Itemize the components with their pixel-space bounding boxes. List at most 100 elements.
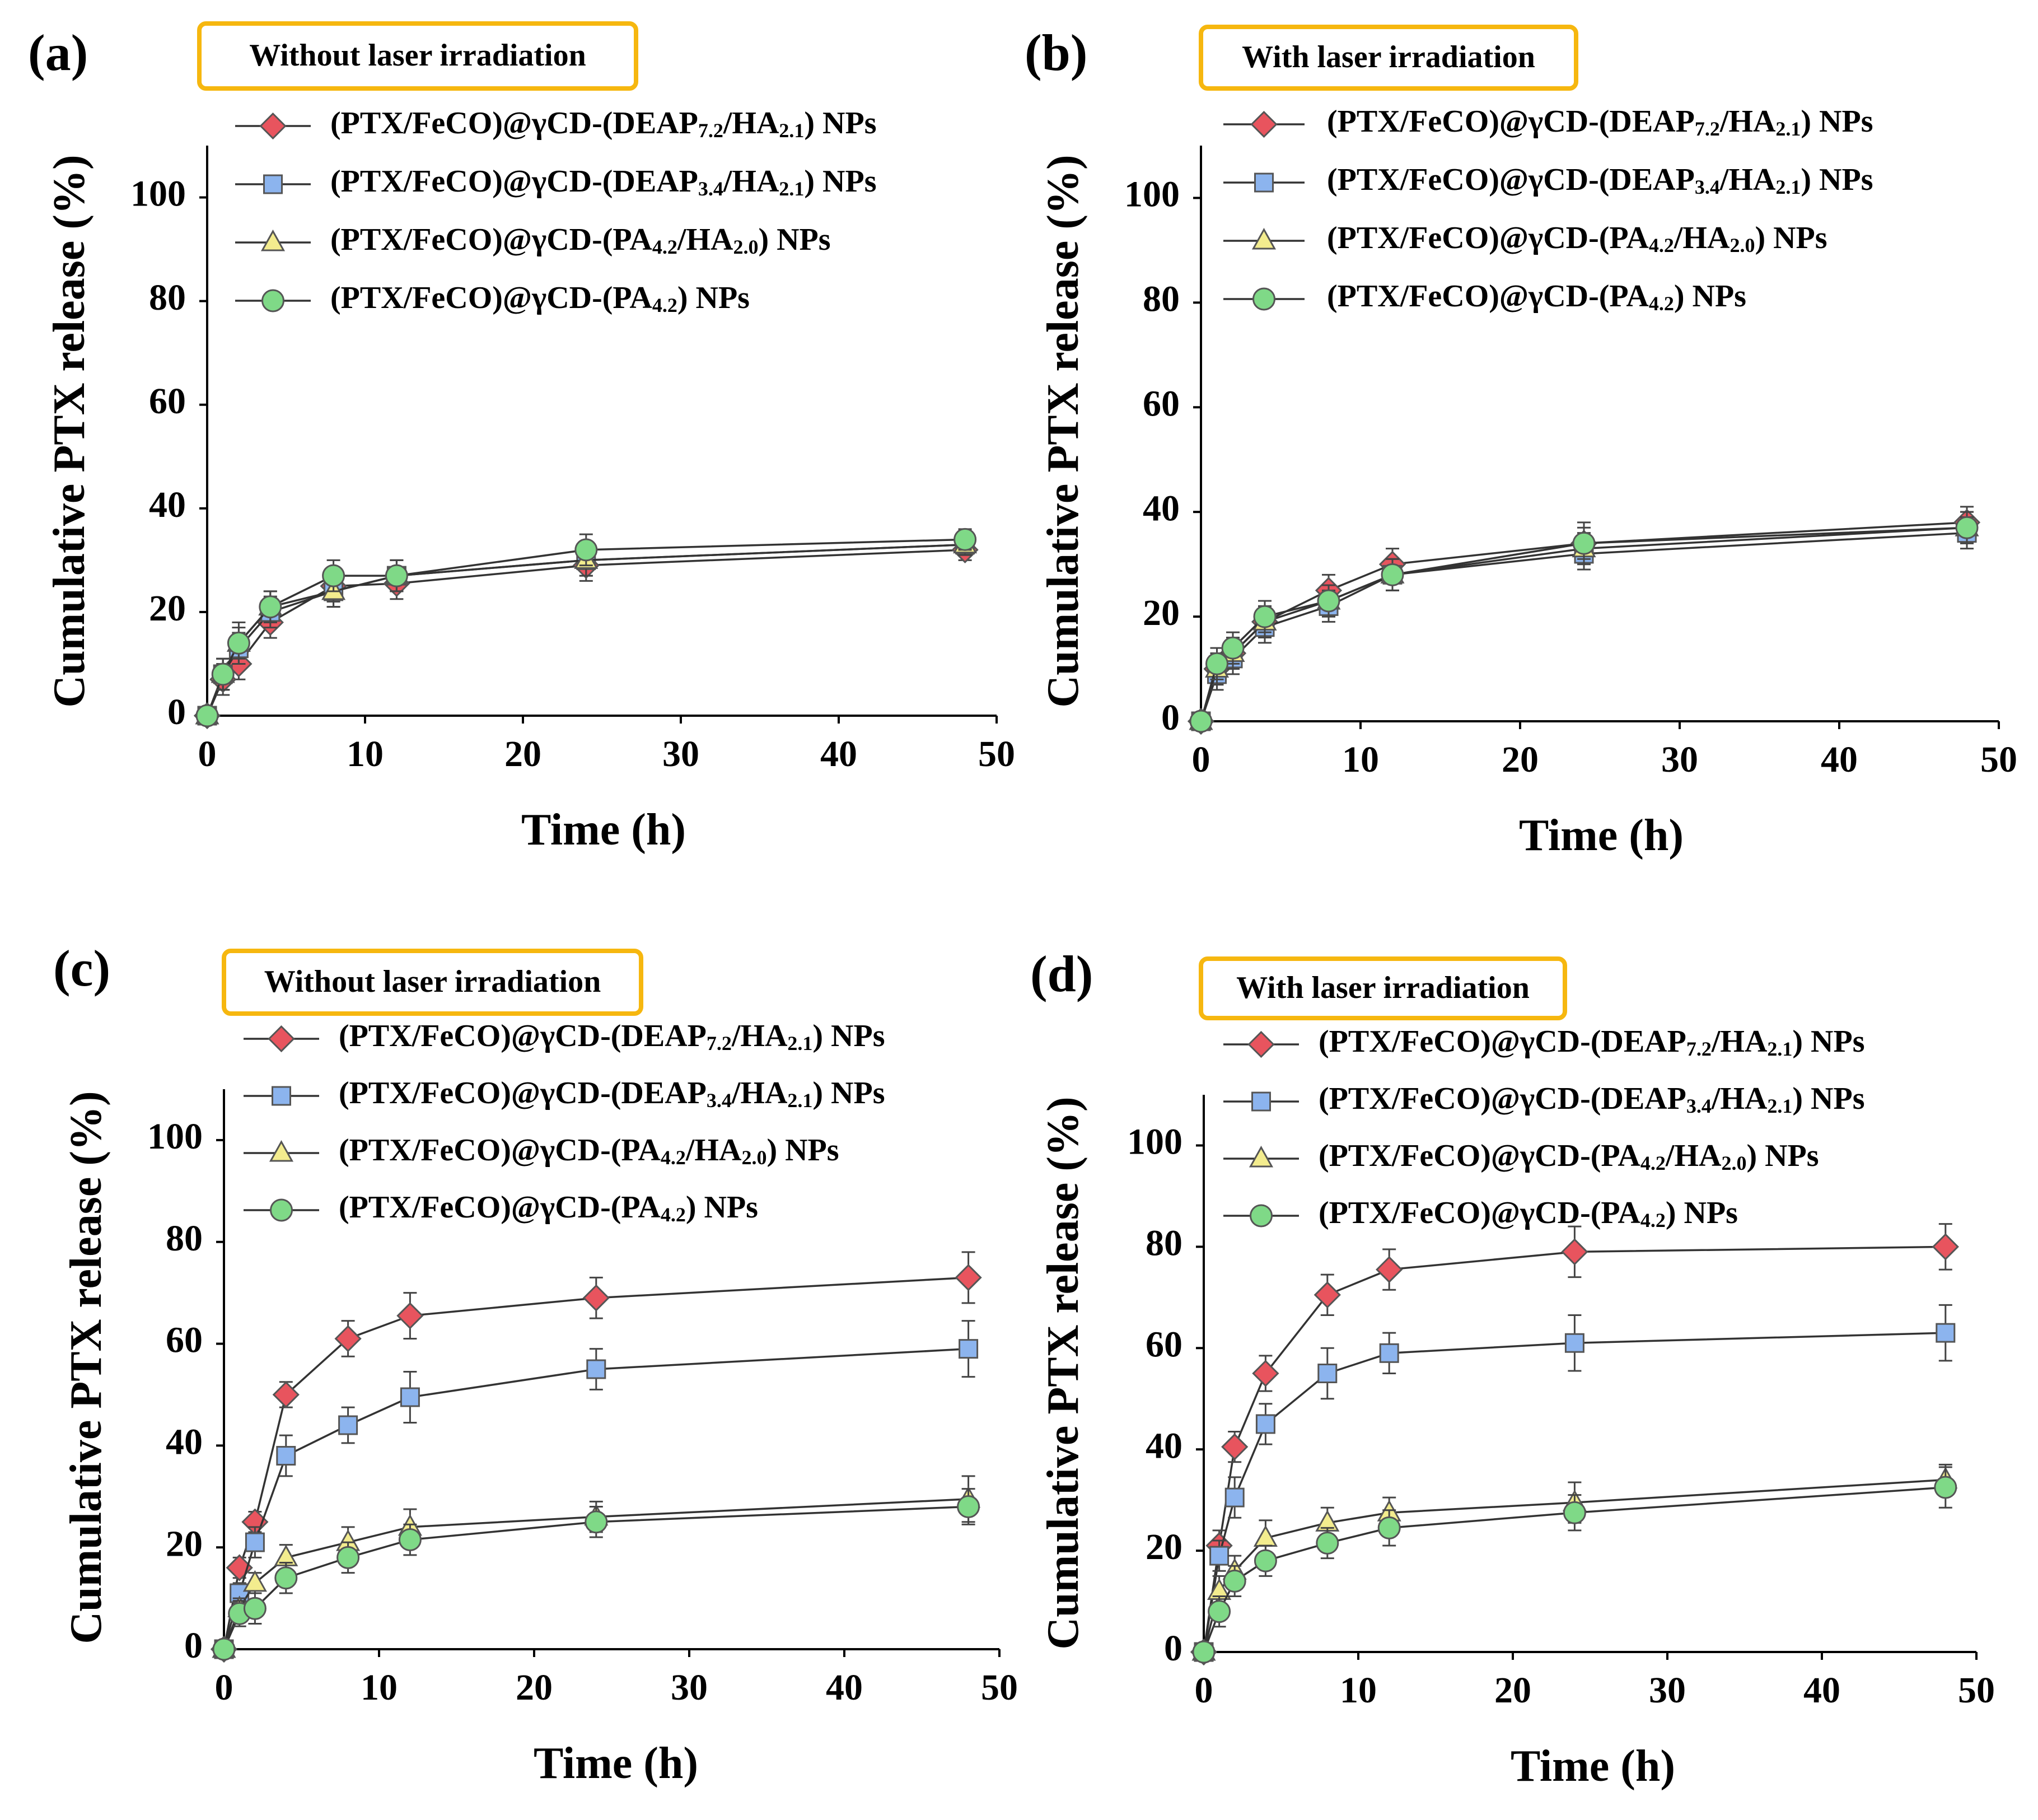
data-point — [322, 564, 345, 587]
data-point — [1936, 1323, 1956, 1343]
data-point — [385, 564, 408, 587]
data-point — [1192, 1640, 1216, 1664]
data-point — [1563, 1501, 1586, 1524]
legend-marker — [269, 1140, 294, 1162]
x-tick-label: 0 — [1192, 739, 1210, 780]
y-tick-label: 80 — [166, 1218, 203, 1259]
data-point — [1254, 1549, 1277, 1572]
data-point — [1223, 1569, 1246, 1593]
data-point — [1376, 1256, 1403, 1284]
data-point — [1377, 1516, 1401, 1539]
data-point — [1255, 1414, 1275, 1434]
data-point — [1224, 1487, 1245, 1508]
x-tick-label: 10 — [347, 734, 384, 774]
x-tick-label: 10 — [1342, 739, 1379, 780]
legend-marker — [263, 174, 283, 194]
series-line — [1203, 1245, 1946, 1653]
y-axis-title: Cumulative PTX release (%) — [1039, 155, 1088, 707]
data-point — [1561, 1238, 1588, 1266]
legend-label: (PTX/FeCO)@γCD-(DEAP7.2/HA2.1) NPs — [1319, 1024, 1864, 1060]
legend-label: (PTX/FeCO)@γCD-(DEAP7.2/HA2.1) NPs — [339, 1019, 885, 1054]
y-tick-label: 60 — [1146, 1324, 1182, 1365]
data-point — [1572, 531, 1596, 555]
data-point — [1317, 589, 1340, 613]
legend-label: (PTX/FeCO)@γCD-(DEAP3.4/HA2.1) NPs — [330, 164, 876, 200]
condition-label: Without laser irradiation — [264, 964, 601, 999]
data-point — [1379, 1343, 1399, 1363]
data-point — [1564, 1333, 1584, 1353]
x-tick-label: 30 — [671, 1667, 708, 1708]
y-tick-label: 80 — [1146, 1223, 1182, 1264]
y-tick-label: 40 — [1143, 488, 1180, 529]
x-tick-label: 20 — [504, 734, 541, 774]
series-line — [223, 1276, 969, 1650]
data-point — [259, 595, 282, 619]
panel-b: (b) With laser irradiation 0 20 40 60 80 100 0 10… — [1025, 24, 2017, 860]
condition-label: Without laser irradiation — [249, 38, 586, 73]
legend-label: (PTX/FeCO)@γCD-(DEAP3.4/HA2.1) NPs — [1327, 162, 1873, 198]
x-axis-title: Time (h) — [1519, 811, 1684, 860]
data-point — [582, 1284, 610, 1312]
condition-box — [222, 949, 643, 1016]
data-point — [1316, 1532, 1339, 1555]
data-point — [272, 1381, 300, 1408]
x-tick-label: 10 — [1340, 1670, 1377, 1711]
panel-c: (c) Without laser irradiation020406080100… — [53, 940, 1018, 1788]
legend-marker — [268, 1025, 295, 1053]
x-tick-label: 50 — [978, 734, 1015, 774]
data-point — [276, 1446, 296, 1466]
legend-marker — [1247, 1030, 1275, 1058]
y-tick-label: 0 — [1164, 1628, 1182, 1669]
data-point — [1189, 710, 1213, 733]
legend-marker — [1251, 227, 1277, 250]
data-point — [396, 1302, 424, 1329]
condition-box — [1199, 25, 1578, 91]
x-tick-label: 0 — [198, 734, 217, 774]
legend-label: (PTX/FeCO)@γCD-(PA4.2/HA2.0) NPs — [1327, 221, 1827, 256]
legend-marker — [272, 1086, 291, 1106]
data-point — [227, 631, 250, 655]
data-point — [1932, 1233, 1959, 1261]
data-point — [1955, 516, 1979, 539]
legend-label: (PTX/FeCO)@γCD-(PA4.2/HA2.0) NPs — [330, 222, 831, 258]
x-tick-label: 10 — [361, 1667, 398, 1708]
data-point — [957, 1495, 980, 1518]
y-tick-label: 80 — [1143, 279, 1180, 320]
data-point — [1221, 1433, 1249, 1460]
panel-a: (a) Without laser irradiation020406080100… — [28, 21, 1015, 855]
condition-label: With laser irradiation — [1236, 970, 1530, 1005]
data-point — [242, 1570, 267, 1592]
data-point — [959, 1339, 979, 1359]
y-tick-label: 80 — [149, 277, 186, 318]
x-tick-label: 30 — [1649, 1670, 1686, 1711]
legend-marker — [261, 289, 284, 312]
data-point — [274, 1566, 298, 1590]
y-tick-label: 60 — [166, 1320, 203, 1361]
data-point — [585, 1510, 608, 1534]
legend-marker — [1250, 1204, 1273, 1228]
legend-label: (PTX/FeCO)@γCD-(DEAP7.2/HA2.1) NPs — [330, 106, 876, 142]
x-tick-label: 0 — [215, 1667, 233, 1708]
x-tick-label: 50 — [1958, 1670, 1995, 1711]
x-tick-label: 40 — [1803, 1670, 1840, 1711]
condition-label: With laser irradiation — [1242, 40, 1535, 74]
y-tick-label: 20 — [166, 1523, 203, 1564]
x-axis-title: Time (h) — [534, 1739, 698, 1788]
data-point — [1252, 1360, 1279, 1387]
y-tick-label: 100 — [147, 1116, 203, 1157]
y-tick-label: 100 — [1124, 174, 1180, 215]
legend-marker — [1249, 1145, 1274, 1168]
y-tick-label: 40 — [1146, 1425, 1182, 1466]
data-point — [1221, 636, 1245, 660]
legend-label: (PTX/FeCO)@γCD-(PA4.2/HA2.0) NPs — [339, 1133, 839, 1169]
y-tick-label: 60 — [149, 381, 186, 422]
data-point — [1209, 1546, 1230, 1566]
legend-marker — [1251, 1091, 1271, 1112]
panel-label: (a) — [28, 24, 88, 81]
x-axis-title: Time (h) — [521, 805, 686, 855]
y-tick-label: 40 — [149, 484, 186, 525]
legend-marker — [259, 112, 287, 140]
y-tick-label: 0 — [184, 1625, 203, 1666]
panel-label: (d) — [1030, 945, 1093, 1002]
series-line — [223, 1347, 969, 1650]
